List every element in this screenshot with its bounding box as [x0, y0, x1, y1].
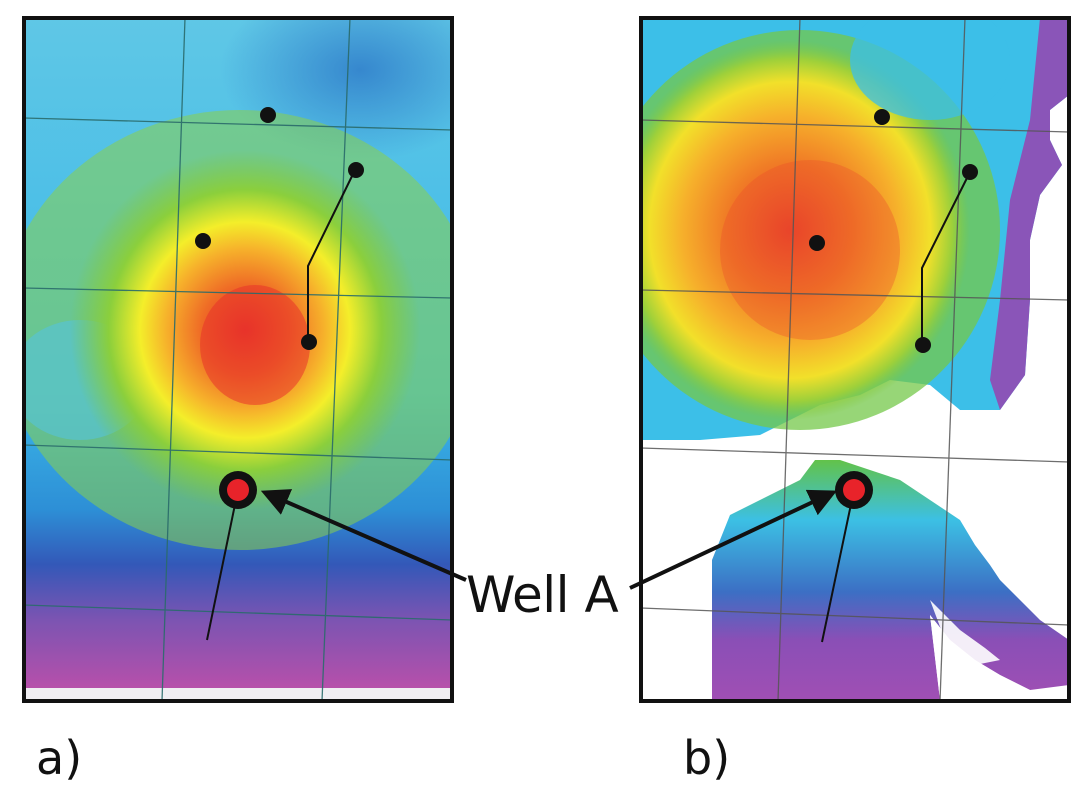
arrow-icon	[629, 489, 838, 590]
well-a-marker-icon	[835, 471, 873, 509]
well-dot-icon	[962, 164, 978, 180]
panel-b-grid	[641, 18, 1069, 701]
well-dot-icon	[915, 337, 931, 353]
panel-a-grid	[24, 18, 452, 701]
panel-b-well-paths	[821, 171, 971, 643]
panel-a-well-paths	[206, 169, 356, 641]
panel-b-map	[641, 18, 1069, 701]
panel-b-frame	[639, 16, 1071, 703]
well-dot-icon	[874, 109, 890, 125]
well-dot-icon	[195, 233, 211, 249]
well-dot-icon	[809, 235, 825, 251]
panel-a-label: a)	[36, 731, 83, 785]
well-dot-icon	[260, 107, 276, 123]
well-a-callout-label: Well A	[466, 566, 619, 624]
well-dot-icon	[348, 162, 364, 178]
panel-b-label: b)	[683, 731, 731, 785]
well-dot-icon	[301, 334, 317, 350]
arrow-icon	[260, 489, 467, 582]
panel-a-frame	[22, 16, 454, 703]
callout-arrows	[260, 489, 838, 590]
panel-a-map	[24, 18, 452, 701]
well-a-marker-icon	[219, 471, 257, 509]
